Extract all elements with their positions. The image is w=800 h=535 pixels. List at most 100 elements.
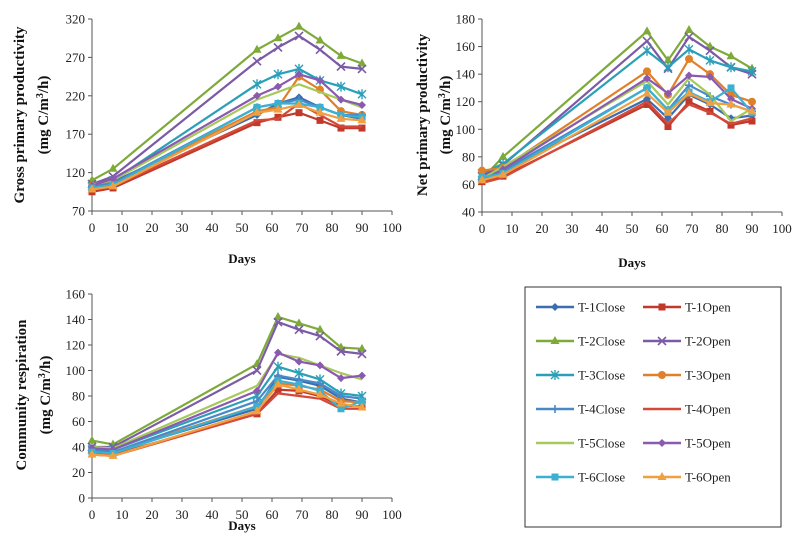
marker-t-6open (294, 384, 304, 393)
marker-t-4close (551, 405, 559, 413)
marker-t-6open (747, 106, 757, 115)
marker-t-5open (358, 101, 366, 110)
marker-t-2close (315, 35, 325, 44)
x-tick-label: 60 (656, 221, 669, 236)
series-t-6open (87, 100, 367, 193)
marker-t-6open (273, 104, 283, 113)
marker-t-3close (747, 66, 757, 77)
marker-t-6open (657, 472, 667, 480)
marker-t-5open (706, 72, 714, 81)
marker-t-2open (657, 336, 667, 346)
marker-t-3close (273, 69, 283, 80)
x-tick-label: 90 (356, 220, 369, 235)
series-t-6open (87, 379, 367, 459)
y-axis-label-line2: (mg C/m3/h) (437, 76, 455, 155)
x-tick-label: 20 (146, 220, 159, 235)
y-tick-label: 80 (72, 389, 85, 404)
y-tick-label: 120 (456, 94, 476, 109)
x-tick-label: 50 (236, 507, 249, 522)
x-tick-label: 70 (686, 221, 699, 236)
legend-label: T-3Open (685, 368, 731, 383)
marker-t-1open (274, 386, 282, 394)
marker-t-6open (336, 113, 346, 122)
marker-t-1open (316, 116, 324, 124)
y-axis-label-line1: Community respiration (14, 319, 30, 471)
x-tick-label: 70 (296, 507, 309, 522)
series-t-2open (87, 317, 367, 452)
y-tick-label: 140 (456, 67, 476, 82)
marker-t-6close (337, 405, 345, 413)
marker-t-6close (253, 103, 261, 111)
marker-t-6open (108, 450, 118, 459)
marker-t-2open (336, 62, 346, 72)
marker-t-1open (295, 109, 303, 117)
marker-t-6close (253, 402, 261, 410)
marker-t-2close (684, 25, 694, 34)
legend-item-t-1close: T-1Close (536, 300, 625, 315)
marker-t-5open (253, 386, 261, 395)
x-tick-label: 100 (382, 220, 402, 235)
marker-t-5open (658, 439, 666, 447)
marker-t-6open (87, 184, 97, 193)
community-respiration-panel: 0 20 40 60 80 100 120 140 160 0 10 20 30 40 50 60 70 80 90… (14, 287, 402, 534)
gross-primary-productivity-panel: 70 120 170 220 270 320 0 10 20 30 40 50 60 70 80 90 100 D… (12, 12, 402, 267)
legend-label: T-5Close (578, 436, 625, 451)
y-tick-label: 270 (66, 50, 86, 65)
marker-t-2open (684, 32, 694, 42)
legend-label: T-6Open (685, 470, 731, 485)
marker-t-6open (477, 175, 487, 184)
legend-label: T-1Open (685, 300, 731, 315)
legend-item-t-5open: T-5Open (643, 436, 731, 451)
marker-t-3close (336, 81, 346, 92)
series-line-t-3close (481, 48, 753, 175)
marker-t-2close (642, 26, 652, 35)
marker-t-3open (748, 97, 756, 106)
marker-t-1open (643, 100, 651, 108)
marker-t-2open (336, 346, 346, 356)
marker-t-1open (274, 113, 282, 121)
series-line-t-5close (481, 77, 753, 180)
series-t-5close (91, 352, 363, 450)
marker-t-2close (663, 55, 673, 64)
series-line-t-6open (91, 103, 363, 191)
marker-t-2close (108, 163, 118, 172)
marker-t-6close (727, 84, 735, 92)
marker-t-6open (357, 115, 367, 124)
marker-t-3close (726, 62, 736, 73)
marker-t-1open (253, 119, 261, 127)
marker-t-5open (664, 89, 672, 98)
y-tick-label: 170 (66, 127, 86, 142)
marker-t-3close (550, 370, 560, 380)
marker-t-3open (685, 54, 693, 63)
marker-t-1open (706, 107, 714, 115)
marker-t-6open (684, 88, 694, 97)
marker-t-3close (642, 45, 652, 56)
marker-t-3open (643, 67, 651, 76)
y-tick-label: 180 (456, 12, 476, 27)
series-t-4open (481, 100, 753, 185)
marker-t-1open (658, 303, 666, 311)
legend-label: T-1Close (578, 300, 625, 315)
x-tick-label: 50 (236, 220, 249, 235)
marker-t-2close (87, 435, 97, 444)
series-t-2close (87, 311, 367, 448)
marker-t-6open (273, 379, 283, 388)
legend-item-t-6close: T-6Close (536, 470, 625, 485)
marker-t-6close (274, 99, 282, 107)
legend-item-t-5close: T-5Close (536, 436, 625, 451)
x-tick-label: 100 (772, 221, 792, 236)
marker-t-2open (273, 42, 283, 52)
marker-t-6open (315, 389, 325, 398)
x-tick-label: 80 (716, 221, 729, 236)
x-axis-label: Days (618, 255, 645, 270)
marker-t-5open (316, 361, 324, 370)
legend-label: T-6Close (578, 470, 625, 485)
y-tick-label: 140 (66, 312, 86, 327)
y-tick-label: 100 (66, 363, 86, 378)
marker-t-5open (109, 174, 117, 183)
marker-t-6open (87, 449, 97, 458)
marker-t-2close (294, 21, 304, 30)
x-tick-label: 30 (176, 220, 189, 235)
y-tick-label: 100 (456, 122, 476, 137)
